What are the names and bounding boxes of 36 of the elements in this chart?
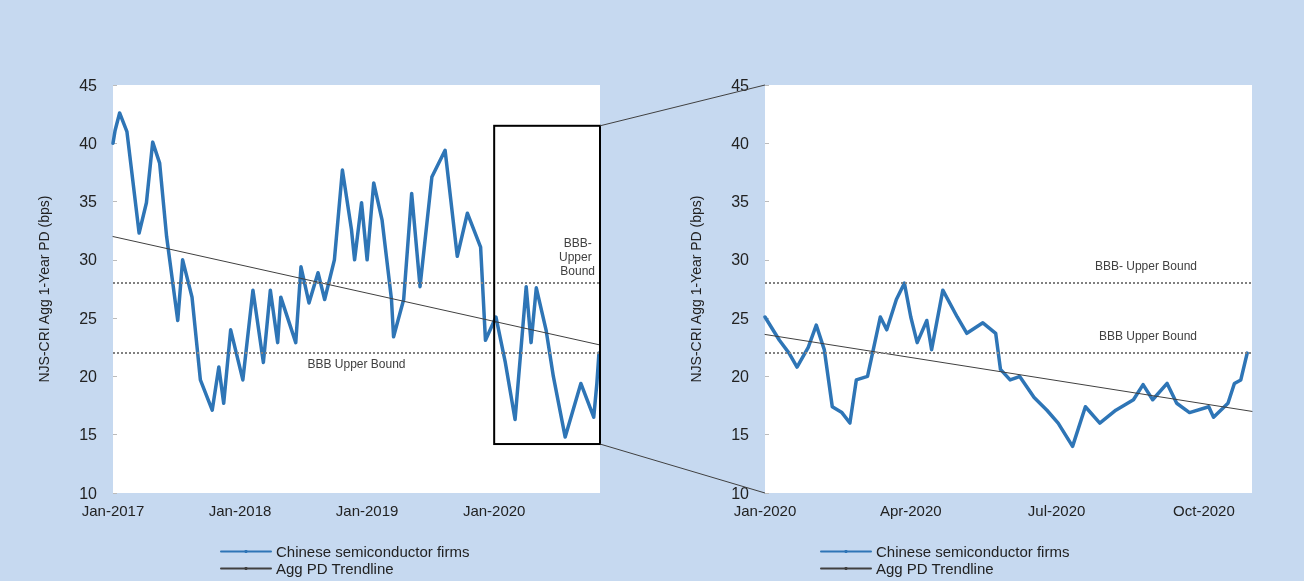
legend-label: Agg PD Trendline bbox=[276, 560, 394, 577]
ref-line-label: BBB- Upper Bound bbox=[1094, 259, 1197, 274]
y-tick-label: 25 bbox=[79, 309, 98, 327]
y-tick-label: 40 bbox=[79, 134, 98, 152]
y-tick-label: 10 bbox=[731, 484, 750, 502]
y-tick-label: 25 bbox=[731, 309, 750, 327]
y-tick-label: 20 bbox=[731, 367, 750, 385]
x-tick-label: Jan-2020 bbox=[733, 502, 797, 519]
y-tick-label: 10 bbox=[79, 484, 98, 502]
x-tick-label: Apr-2020 bbox=[879, 502, 942, 519]
legend-label: Agg PD Trendline bbox=[876, 560, 994, 577]
y-tick-label: 45 bbox=[79, 76, 98, 94]
y-tick-label: 30 bbox=[79, 251, 98, 269]
x-tick-label: Oct-2020 bbox=[1173, 502, 1235, 519]
y-tick-label: 20 bbox=[79, 367, 98, 385]
y-tick-label: 15 bbox=[731, 426, 750, 444]
x-tick-label: Jan-2018 bbox=[208, 502, 272, 519]
y-axis-title: NJS-CRI Agg 1-Year PD (bps) bbox=[36, 195, 52, 383]
y-tick-label: 40 bbox=[731, 134, 750, 152]
ref-line-label: BBB- Upper Bound bbox=[558, 236, 595, 279]
legend-label: Chinese semiconductor firms bbox=[876, 543, 1070, 560]
x-tick-label: Jul-2020 bbox=[1027, 502, 1086, 519]
y-tick-label: 45 bbox=[731, 76, 750, 94]
line-series bbox=[111, 111, 601, 439]
y-axis-title: NJS-CRI Agg 1-Year PD (bps) bbox=[688, 195, 704, 383]
legend-label: Chinese semiconductor firms bbox=[276, 543, 470, 560]
x-tick-label: Jan-2019 bbox=[335, 502, 399, 519]
y-tick-label: 35 bbox=[731, 193, 750, 211]
y-tick-label: 15 bbox=[79, 426, 98, 444]
x-tick-label: Jan-2020 bbox=[462, 502, 526, 519]
y-tick-label: 35 bbox=[79, 193, 98, 211]
y-tick-label: 30 bbox=[731, 251, 750, 269]
line-series bbox=[763, 281, 1249, 449]
ref-line-label: BBB Upper Bound bbox=[307, 357, 406, 372]
x-tick-label: Jan-2017 bbox=[81, 502, 145, 519]
ref-line-label: BBB Upper Bound bbox=[1098, 329, 1197, 344]
